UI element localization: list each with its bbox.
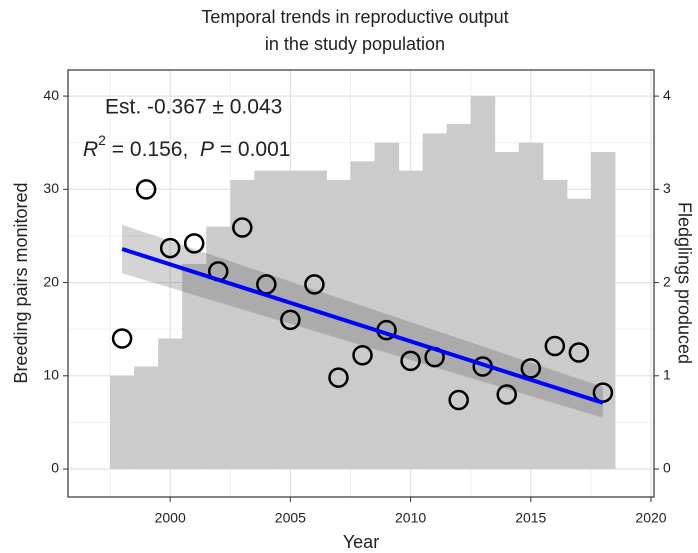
y-axis-label: Breeding pairs monitored [11,182,31,383]
x-tick-label: 2010 [395,510,426,526]
y2-tick-label: 0 [663,460,671,476]
annotation-part: R [83,138,98,161]
confidence-band [122,224,603,418]
data-point [544,335,566,357]
annotation: Est. -0.367 ± 0.043 [105,96,282,119]
y2-tick-label: 3 [663,180,671,196]
data-point [111,328,133,349]
x-tick-label: 2015 [515,510,546,526]
bar [374,142,400,470]
y-tick-label: 10 [43,367,59,383]
data-point [448,389,469,411]
bar [326,180,351,470]
bar [158,338,183,470]
data-point [183,233,205,254]
bar [302,170,327,470]
bar [422,133,448,470]
data-point [400,350,421,372]
data-point [304,274,325,295]
data-point [520,358,542,379]
bar [566,198,592,470]
chart-title: Temporal trends in reproductive output [201,7,508,27]
y-tick-label: 40 [43,87,59,103]
data-point [280,309,301,331]
bar [134,366,159,470]
y2-tick-label: 1 [663,367,671,383]
data-point [352,345,373,366]
plot-border [67,69,655,498]
x-axis-label: Year [343,532,379,552]
bar [518,142,544,470]
bar [254,170,279,470]
trend-line [121,247,604,405]
x-tick-label: 2000 [155,510,186,526]
data-point [135,179,157,200]
chart-title: in the study population [265,34,445,54]
data-point [232,217,253,238]
x-tick-label: 2020 [635,510,666,526]
y2-tick-label: 2 [663,273,671,289]
annotation: R2 = 0.156, P = 0.001 [83,132,290,161]
bar [470,96,496,470]
bar [590,152,616,470]
y-tick-label: 30 [43,180,59,196]
annotation-part: P [200,138,214,161]
x-tick-label: 2005 [275,510,306,526]
bar [494,152,520,470]
bar [446,124,472,470]
annotation-part: 2 [98,132,106,148]
data-point [568,342,590,363]
y2-axis-label: Fledglings produced [674,202,694,364]
data-point [496,384,517,405]
bar [542,180,568,470]
bar [398,170,424,470]
annotation-part: = 0.156, [106,138,200,161]
data-point [328,367,349,388]
y-tick-label: 20 [43,273,59,289]
annotation-part: = 0.001 [214,138,290,161]
bar [350,161,376,470]
bar [182,263,207,470]
y2-tick-label: 4 [663,87,671,103]
bar [110,375,135,470]
y-tick-label: 0 [51,460,59,476]
data-point [159,237,181,259]
